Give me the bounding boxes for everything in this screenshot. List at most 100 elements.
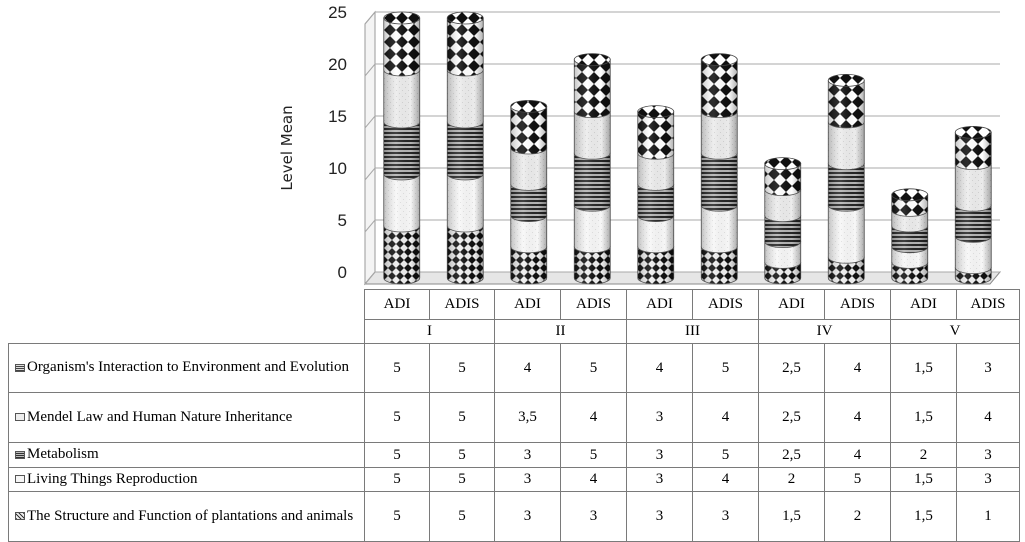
bar-segment-shading (574, 246, 611, 284)
legend-entry: Organism's Interaction to Environment an… (8, 343, 365, 393)
bar-segment-shading (383, 18, 420, 76)
table-cell: 4 (494, 343, 561, 393)
bar-stack (637, 105, 675, 285)
table-cell: 2,5 (758, 392, 825, 443)
table-cell: 3 (560, 491, 627, 542)
table-cell: 1,5 (890, 392, 957, 443)
table-cell: 3 (956, 442, 1020, 468)
legend-swatch (15, 413, 25, 422)
bar-segment-shading (637, 153, 674, 191)
group-header: I (364, 319, 495, 344)
bar-segment-shading (701, 153, 738, 212)
bar-segment-shading (574, 205, 611, 253)
bar-stack (891, 188, 929, 285)
category-header: ADIS (956, 289, 1020, 320)
table-cell: 4 (626, 343, 693, 393)
group-header: II (494, 319, 627, 344)
gridline (364, 11, 1000, 25)
table-cell: 3 (692, 491, 759, 542)
bar-segment-shading (574, 153, 611, 212)
data-table: ADI ADIS ADI ADIS ADI ADIS ADI ADIS ADI … (8, 289, 1020, 542)
legend-swatch (15, 363, 25, 372)
bar-cap (827, 74, 865, 87)
table-cell: 4 (956, 392, 1020, 443)
table-corner (9, 290, 365, 320)
table-cell: 5 (560, 442, 627, 468)
category-header: ADIS (429, 289, 495, 320)
bar-stack (383, 11, 421, 285)
bar-segment-shading (828, 122, 865, 170)
y-tick-label: 15 (328, 107, 347, 126)
series-name: Metabolism (27, 446, 99, 463)
bar-segment-shading (828, 257, 865, 284)
legend-swatch (15, 450, 25, 459)
table-cell: 4 (560, 392, 627, 443)
table-row: Organism's Interaction to Environment an… (8, 343, 1020, 393)
bar-segment-shading (764, 215, 801, 248)
legend-swatch (15, 475, 25, 484)
category-header: ADI (626, 289, 693, 320)
table-row: Metabolism 5 5 3 5 3 5 2,5 4 2 3 (8, 442, 1020, 468)
series-name: Living Things Reproduction (27, 470, 198, 487)
bar-cap (700, 53, 738, 66)
bar-stack (510, 100, 548, 285)
bar-segment-shading (955, 163, 992, 212)
side-wall (364, 10, 376, 286)
table-cell: 5 (429, 392, 495, 443)
series-name: The Structure and Function of plantation… (27, 507, 354, 524)
group-header: III (626, 319, 759, 344)
table-cell: 5 (560, 343, 627, 393)
table-cell: 1,5 (890, 491, 957, 542)
bar-segment-shading (701, 246, 738, 284)
series-name: Mendel Law and Human Nature Inheritance (27, 408, 293, 425)
category-header-row: ADI ADIS ADI ADIS ADI ADIS ADI ADIS ADI … (9, 289, 1020, 320)
table-cell: 3 (626, 491, 693, 542)
table-cell: 3 (626, 442, 693, 468)
bar-stack (700, 53, 738, 285)
bar-segment-shading (510, 184, 547, 222)
bar-cap (637, 105, 675, 118)
table-cell: 1 (956, 491, 1020, 542)
table-row: Living Things Reproduction 5 5 3 4 3 4 2… (8, 467, 1020, 492)
bar-segment-shading (701, 111, 738, 160)
bar-cap (510, 100, 548, 113)
table-cell: 5 (429, 343, 495, 393)
table-cell: 4 (824, 343, 891, 393)
category-header: ADI (758, 289, 825, 320)
bar-segment-shading (637, 215, 674, 253)
bar-cap (891, 188, 929, 202)
table-row: Mendel Law and Human Nature Inheritance … (8, 392, 1020, 443)
y-tick-label: 20 (328, 55, 347, 74)
bar-segment-shading (574, 111, 611, 160)
bar-segment-shading (955, 236, 992, 274)
table-cell: 4 (692, 392, 759, 443)
table-corner (9, 320, 365, 344)
bar-segment-shading (447, 18, 484, 76)
bar-segment-shading (955, 132, 992, 170)
bar-segment-shading (447, 226, 484, 284)
y-tick-label: 5 (338, 211, 347, 230)
y-axis-title: Level Mean (278, 105, 296, 190)
bar-segment-shading (637, 111, 674, 160)
table-row: The Structure and Function of plantation… (8, 491, 1020, 542)
table-cell: 5 (364, 392, 430, 443)
bar-segment-shading (383, 174, 420, 232)
table-cell: 5 (429, 442, 495, 468)
table-cell: 5 (824, 467, 891, 492)
bar-segment-shading (447, 122, 484, 180)
stacked-cylinder-chart: 0 5 10 15 20 25 Level Mean (278, 3, 1002, 286)
category-header: ADI (890, 289, 957, 320)
table-cell: 3 (494, 467, 561, 492)
bar-segment-shading (701, 59, 738, 118)
table-cell: 5 (692, 343, 759, 393)
group-header-row: I II III IV V (9, 319, 1020, 344)
group-header: V (890, 319, 1020, 344)
bar-segment-shading (828, 205, 865, 264)
gridline (364, 63, 1000, 77)
category-header: ADI (364, 289, 430, 320)
bar-segment-shading (828, 80, 865, 128)
table-cell: 3 (626, 467, 693, 492)
table-cell: 3 (494, 442, 561, 468)
table-cell: 4 (692, 467, 759, 492)
table-cell: 4 (560, 467, 627, 492)
